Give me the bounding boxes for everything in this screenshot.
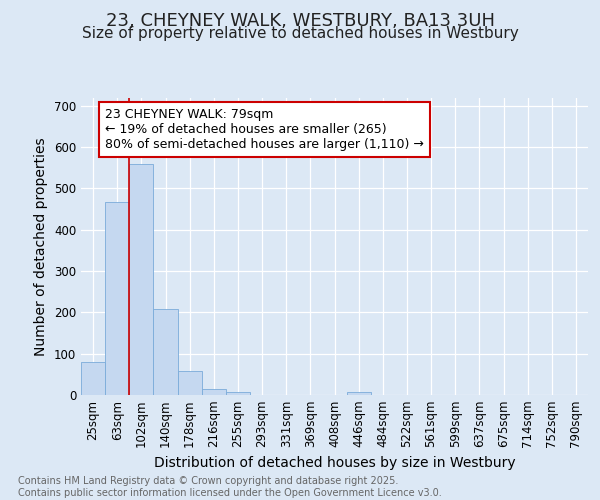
Y-axis label: Number of detached properties: Number of detached properties — [34, 137, 49, 356]
Bar — [81, 362, 105, 395]
Bar — [154, 309, 178, 395]
Bar — [105, 202, 129, 395]
Bar — [129, 164, 154, 395]
Text: Contains HM Land Registry data © Crown copyright and database right 2025.
Contai: Contains HM Land Registry data © Crown c… — [18, 476, 442, 498]
Bar — [347, 392, 371, 395]
X-axis label: Distribution of detached houses by size in Westbury: Distribution of detached houses by size … — [154, 456, 515, 470]
Text: 23, CHEYNEY WALK, WESTBURY, BA13 3UH: 23, CHEYNEY WALK, WESTBURY, BA13 3UH — [106, 12, 494, 30]
Bar — [202, 389, 226, 395]
Bar — [226, 392, 250, 395]
Text: 23 CHEYNEY WALK: 79sqm
← 19% of detached houses are smaller (265)
80% of semi-de: 23 CHEYNEY WALK: 79sqm ← 19% of detached… — [105, 108, 424, 151]
Bar — [178, 372, 202, 395]
Text: Size of property relative to detached houses in Westbury: Size of property relative to detached ho… — [82, 26, 518, 41]
